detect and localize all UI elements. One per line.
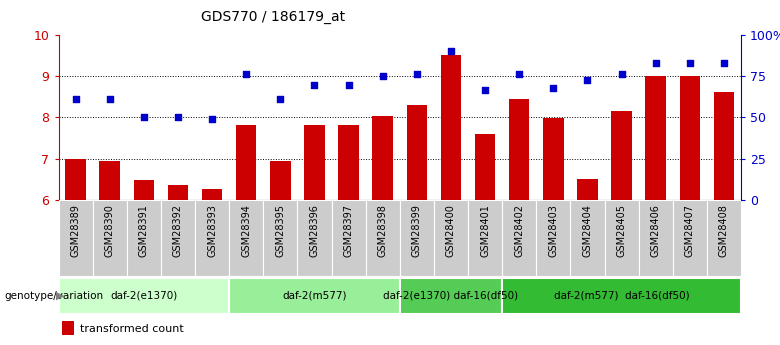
Text: daf-2(e1370) daf-16(df50): daf-2(e1370) daf-16(df50) xyxy=(384,291,519,301)
Text: GSM28392: GSM28392 xyxy=(173,204,183,257)
Bar xyxy=(126,200,161,276)
Point xyxy=(308,82,321,88)
Point xyxy=(718,61,730,66)
Bar xyxy=(537,200,570,276)
Text: GSM28389: GSM28389 xyxy=(70,204,80,257)
Bar xyxy=(502,200,537,276)
Bar xyxy=(406,105,427,200)
Bar xyxy=(229,200,264,276)
Text: GSM28394: GSM28394 xyxy=(241,204,251,257)
Bar xyxy=(161,200,195,276)
Bar xyxy=(475,134,495,200)
Bar xyxy=(679,76,700,200)
Bar xyxy=(270,161,290,200)
Point xyxy=(342,82,355,88)
Bar xyxy=(297,200,332,276)
Bar xyxy=(168,185,188,200)
Bar xyxy=(502,278,741,314)
Text: GSM28404: GSM28404 xyxy=(583,204,593,257)
Bar xyxy=(100,161,120,200)
Text: genotype/variation: genotype/variation xyxy=(4,291,103,301)
Bar xyxy=(441,55,461,200)
Text: transformed count: transformed count xyxy=(80,324,184,334)
Point xyxy=(683,61,696,66)
Text: GDS770 / 186179_at: GDS770 / 186179_at xyxy=(201,10,345,24)
Text: GSM28408: GSM28408 xyxy=(719,204,729,257)
Point xyxy=(650,61,662,66)
Text: GSM28391: GSM28391 xyxy=(139,204,149,257)
Point xyxy=(172,115,184,120)
Bar xyxy=(577,179,597,200)
Bar xyxy=(195,200,229,276)
Bar xyxy=(93,200,126,276)
Text: GSM28403: GSM28403 xyxy=(548,204,558,257)
Text: GSM28395: GSM28395 xyxy=(275,204,285,257)
Bar xyxy=(543,118,564,200)
Bar xyxy=(612,111,632,200)
Bar xyxy=(399,278,502,314)
Point xyxy=(206,117,218,122)
Text: daf-2(m577): daf-2(m577) xyxy=(282,291,346,301)
Point xyxy=(104,96,116,101)
Text: GSM28393: GSM28393 xyxy=(207,204,217,257)
Text: GSM28401: GSM28401 xyxy=(480,204,490,257)
Bar xyxy=(264,200,297,276)
Text: GSM28407: GSM28407 xyxy=(685,204,695,257)
Bar xyxy=(672,200,707,276)
Bar xyxy=(468,200,502,276)
Point xyxy=(513,71,526,77)
Bar xyxy=(339,125,359,200)
Bar xyxy=(304,125,324,200)
Bar xyxy=(714,92,734,200)
Text: ▶: ▶ xyxy=(56,291,65,301)
Bar xyxy=(66,159,86,200)
Bar xyxy=(509,99,530,200)
Point xyxy=(137,115,150,120)
Bar xyxy=(434,200,468,276)
Point xyxy=(274,96,286,101)
Bar xyxy=(604,200,639,276)
Text: daf-2(e1370): daf-2(e1370) xyxy=(110,291,177,301)
Bar xyxy=(399,200,434,276)
Bar xyxy=(62,322,74,335)
Bar xyxy=(332,200,366,276)
Text: GSM28402: GSM28402 xyxy=(514,204,524,257)
Text: GSM28396: GSM28396 xyxy=(310,204,320,257)
Bar xyxy=(645,76,666,200)
Text: GSM28406: GSM28406 xyxy=(651,204,661,257)
Bar xyxy=(366,200,399,276)
Text: GSM28390: GSM28390 xyxy=(105,204,115,257)
Bar xyxy=(133,180,154,200)
Point xyxy=(547,86,559,91)
Text: GSM28397: GSM28397 xyxy=(343,204,353,257)
Bar xyxy=(639,200,672,276)
Bar xyxy=(373,117,393,200)
Point xyxy=(377,73,389,79)
Bar xyxy=(229,278,399,314)
Point xyxy=(240,71,253,77)
Point xyxy=(410,71,423,77)
Point xyxy=(445,48,457,54)
Point xyxy=(479,88,491,93)
Text: daf-2(m577)  daf-16(df50): daf-2(m577) daf-16(df50) xyxy=(554,291,690,301)
Text: GSM28398: GSM28398 xyxy=(378,204,388,257)
Bar xyxy=(570,200,604,276)
Bar xyxy=(707,200,741,276)
Text: GSM28400: GSM28400 xyxy=(446,204,456,257)
Bar xyxy=(202,189,222,200)
Bar xyxy=(58,278,229,314)
Bar xyxy=(58,200,93,276)
Point xyxy=(69,96,82,101)
Point xyxy=(615,71,628,77)
Bar xyxy=(236,125,257,200)
Text: GSM28399: GSM28399 xyxy=(412,204,422,257)
Point xyxy=(581,77,594,83)
Text: GSM28405: GSM28405 xyxy=(616,204,626,257)
